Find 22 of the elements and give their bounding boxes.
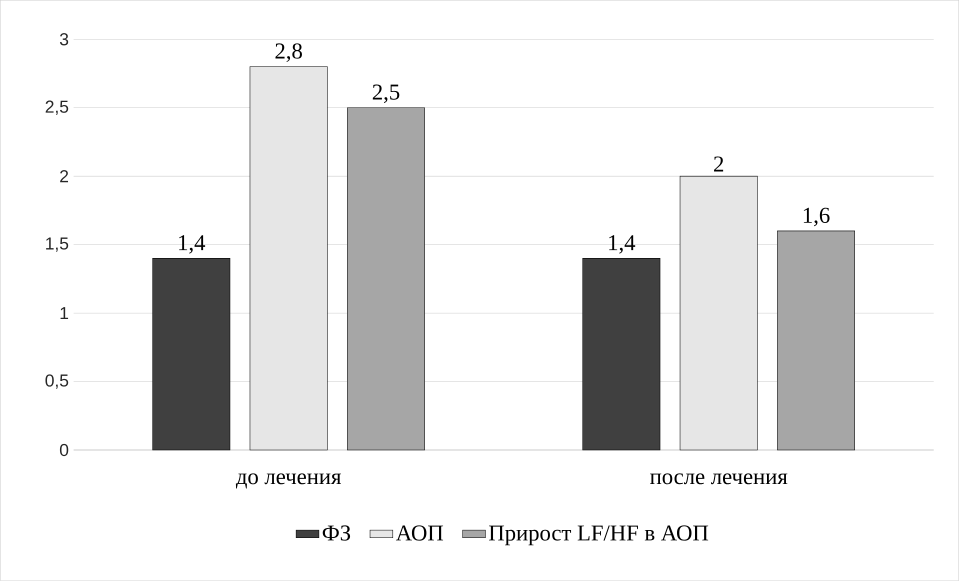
x-tick-label: до лечения <box>236 473 342 488</box>
bar <box>582 258 660 450</box>
y-tick-label: 1,5 <box>46 238 68 252</box>
data-label: 1,4 <box>179 235 206 254</box>
data-label: 2 <box>714 156 724 172</box>
y-tick-label: 1 <box>60 307 68 320</box>
y-tick-label: 0,5 <box>45 374 68 389</box>
y-tick-label: 0 <box>60 444 68 456</box>
y-tick-label: 2,5 <box>46 100 68 115</box>
data-label: 2,8 <box>275 43 302 62</box>
y-tick-label: 2 <box>60 170 68 182</box>
data-label: 1,4 <box>609 235 636 254</box>
bar <box>680 176 758 450</box>
legend-label: Прирост LF/HF в АОП <box>489 525 708 546</box>
legend-label: ФЗ <box>322 525 350 541</box>
y-tick-label: 3 <box>60 33 68 46</box>
bar <box>152 258 230 450</box>
data-label: 1,6 <box>804 208 830 226</box>
bar <box>250 66 328 450</box>
x-tick-label: после лечения <box>650 473 788 484</box>
data-label: 2,5 <box>372 84 400 104</box>
legend-label: АОП <box>396 525 444 541</box>
